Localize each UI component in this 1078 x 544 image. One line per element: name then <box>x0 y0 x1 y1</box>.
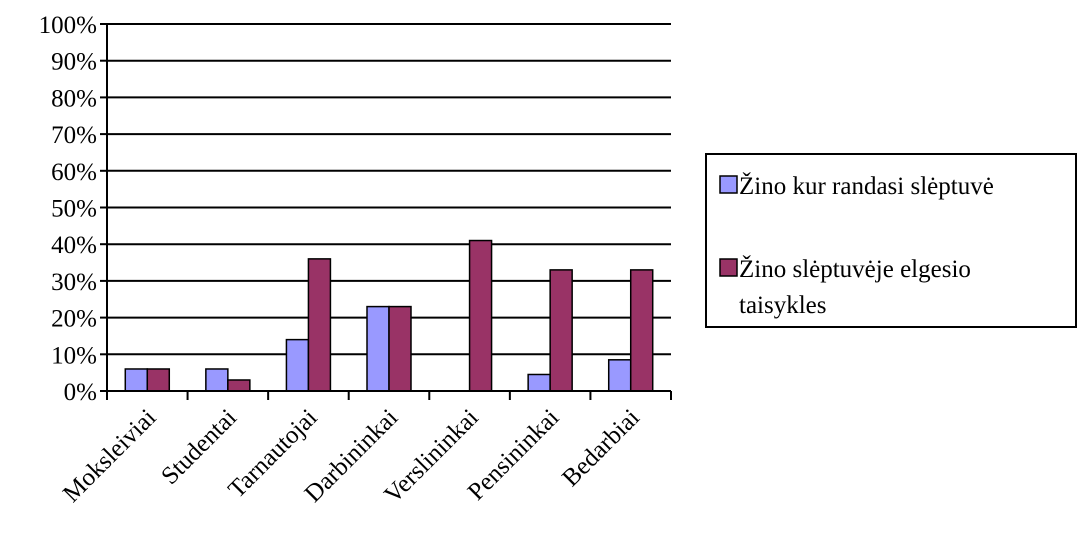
axes <box>100 23 672 400</box>
y-tick-labels: 0% 10% 20% 30% 40% 50% 60% 70% 80% 90% 100% <box>39 12 97 406</box>
legend-swatch-series-1 <box>719 175 738 194</box>
bar-series-2-moksleiviai <box>146 368 171 392</box>
legend-swatch-series-2 <box>719 258 738 277</box>
bar-series-1-pensininkai <box>527 373 551 392</box>
legend: Žino kur randasi slėptuvė Žino slėptuvėj… <box>705 153 1077 328</box>
bar-series-2-verslininkai <box>468 239 493 392</box>
y-tick-label: 90% <box>51 49 97 76</box>
y-tick-label: 60% <box>51 159 97 186</box>
y-tick-label: 30% <box>51 269 97 296</box>
bar-series-2-bedarbiai <box>629 269 654 392</box>
legend-label-series-2-line-2: taisykles <box>739 292 827 319</box>
bar-series-2-darbininkai <box>388 305 412 392</box>
bar-series-1-bedarbiai <box>607 359 632 392</box>
y-tick-label: 20% <box>51 306 97 333</box>
x-tick-labels: MoksleiviaiStudentaiTarnautojaiDarbinink… <box>58 404 645 509</box>
y-tick-label: 40% <box>51 232 97 259</box>
y-tick-label: 100% <box>39 12 97 39</box>
y-tick-label: 10% <box>51 342 97 369</box>
y-tick-label: 0% <box>64 379 97 406</box>
y-tick-label: 70% <box>51 122 97 149</box>
gridlines <box>107 23 671 356</box>
bar-series-1-tarnautojai <box>285 338 310 392</box>
legend-label-series-2-line-1: Žino slėptuvėje elgesio <box>739 255 971 283</box>
bar-series-1-darbininkai <box>366 305 390 392</box>
legend-label-series-1: Žino kur randasi slėptuvė <box>739 172 994 200</box>
bar-series-2-pensininkai <box>549 269 573 392</box>
y-tick-label: 80% <box>51 85 97 112</box>
bar-series-1-studentai <box>205 368 229 392</box>
legend-box <box>705 153 1077 328</box>
bar-series-1-moksleiviai <box>124 368 149 392</box>
x-tick-label: Moksleiviai <box>58 404 162 508</box>
x-tick-label: Bedarbiai <box>557 404 645 492</box>
bars <box>124 239 654 392</box>
bar-series-2-tarnautojai <box>307 258 332 392</box>
bar-series-2-studentai <box>227 379 251 392</box>
y-tick-label: 50% <box>51 196 97 223</box>
